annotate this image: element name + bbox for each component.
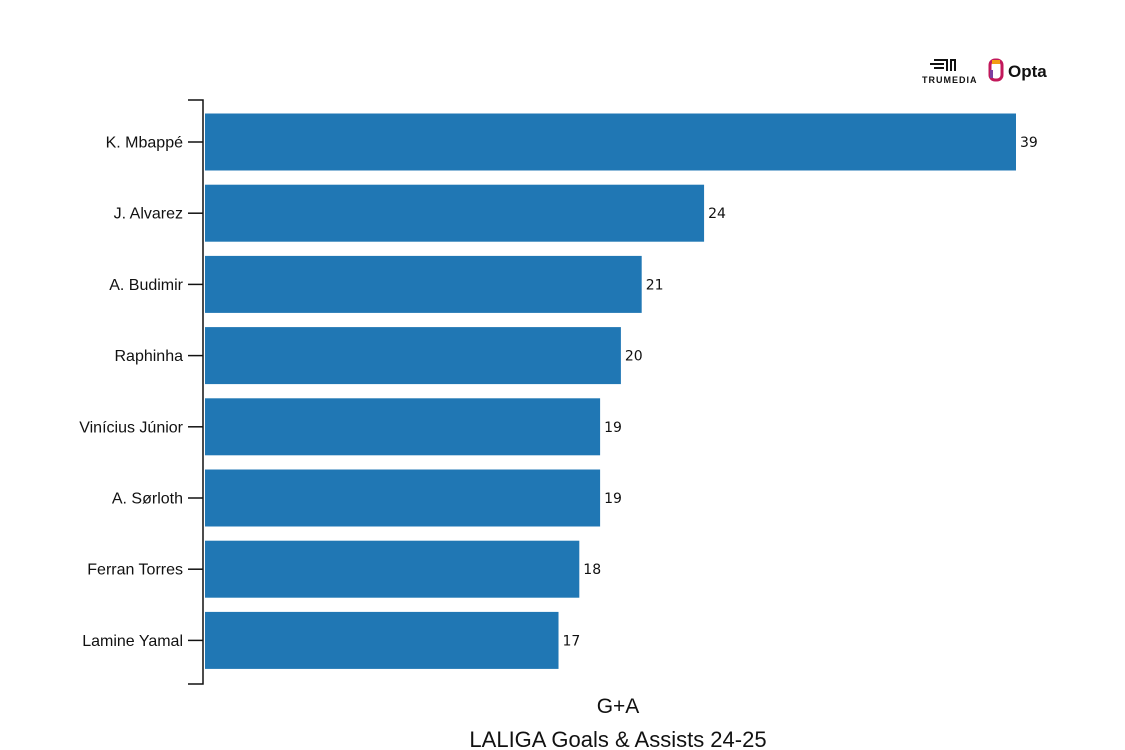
y-tick-label: Raphinha bbox=[115, 348, 184, 365]
y-tick-label: A. Sørloth bbox=[112, 491, 183, 508]
data-label: 20 bbox=[625, 349, 643, 365]
y-tick-label: Vinícius Júnior bbox=[79, 419, 183, 436]
y-axis-line bbox=[188, 99, 204, 685]
opta-logo-text: Opta bbox=[1008, 62, 1047, 81]
data-label: 17 bbox=[563, 633, 581, 649]
data-label: 21 bbox=[646, 277, 664, 293]
trumedia-icon bbox=[930, 58, 1004, 82]
bar bbox=[205, 540, 580, 598]
bar bbox=[205, 255, 642, 313]
data-label: 19 bbox=[604, 491, 622, 507]
y-tick-label: J. Alvarez bbox=[114, 206, 183, 223]
bar bbox=[205, 327, 621, 385]
y-tick-label: Lamine Yamal bbox=[82, 633, 183, 650]
bar bbox=[205, 184, 705, 242]
y-tick-label: Ferran Torres bbox=[87, 562, 183, 579]
y-tick-label: A. Budimir bbox=[109, 277, 183, 294]
y-tick-label: K. Mbappé bbox=[106, 135, 183, 152]
data-label: 39 bbox=[1020, 135, 1038, 151]
bar bbox=[205, 611, 559, 669]
bars: 39 24 21 20 19 19 18 17 bbox=[205, 113, 1038, 669]
chart-title: LALIGA Goals & Assists 24-25 bbox=[469, 727, 766, 750]
data-label: 24 bbox=[708, 206, 726, 222]
logos: TRUMEDIA Opta bbox=[918, 56, 1068, 88]
data-label: 19 bbox=[604, 420, 622, 436]
bar bbox=[205, 398, 601, 456]
trumedia-logo-text: TRUMEDIA bbox=[922, 75, 978, 85]
y-axis: K. Mbappé J. Alvarez A. Budimir Raphinha Vin… bbox=[79, 99, 204, 685]
data-label: 18 bbox=[583, 562, 601, 578]
x-axis-title: G+A bbox=[597, 695, 640, 718]
bar bbox=[205, 113, 1016, 171]
bar bbox=[205, 469, 601, 527]
